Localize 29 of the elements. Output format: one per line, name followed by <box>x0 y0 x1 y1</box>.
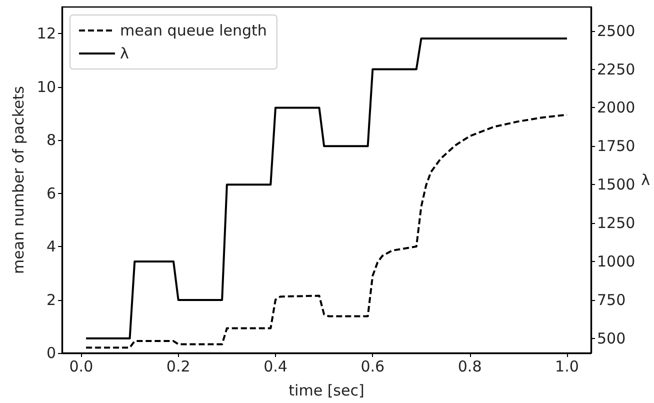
y2-tick-label: 750 <box>597 290 626 309</box>
y-axis-title: mean number of packets <box>10 86 28 274</box>
y2-tick-label: 1500 <box>597 176 636 194</box>
line-series <box>85 38 568 340</box>
y2-axis-title: λ <box>641 171 650 189</box>
y-tick-label: 8 <box>46 131 56 150</box>
x-tick-label: 0.0 <box>69 358 94 376</box>
x-tick-label: 0.8 <box>458 358 482 376</box>
y-tick-label: 0 <box>46 344 56 362</box>
x-tick-label: 0.2 <box>166 358 190 376</box>
legend-label: mean queue length <box>120 22 267 40</box>
y2-tick-label: 2000 <box>597 98 636 117</box>
y2-tick-label: 2250 <box>597 60 636 78</box>
y-tick-label: 12 <box>36 24 56 43</box>
y-tick-label: 6 <box>46 184 56 202</box>
x-tick-label: 0.4 <box>264 358 288 376</box>
y2-tick-label: 1000 <box>597 252 636 270</box>
y2-tick-label: 1750 <box>597 137 636 156</box>
legend-label: λ <box>120 44 129 62</box>
x-axis-title: time [sec] <box>288 382 364 400</box>
y-tick-label: 4 <box>46 238 56 256</box>
y-tick-label: 10 <box>36 78 56 96</box>
y2-tick-label: 500 <box>597 329 626 348</box>
y2-tick-label: 2500 <box>597 22 636 40</box>
y2-tick-label: 1250 <box>597 214 636 232</box>
x-tick-label: 0.6 <box>360 358 385 376</box>
y-tick-label: 2 <box>46 290 56 309</box>
line-series <box>85 114 568 349</box>
x-tick-label: 1.0 <box>555 358 579 376</box>
